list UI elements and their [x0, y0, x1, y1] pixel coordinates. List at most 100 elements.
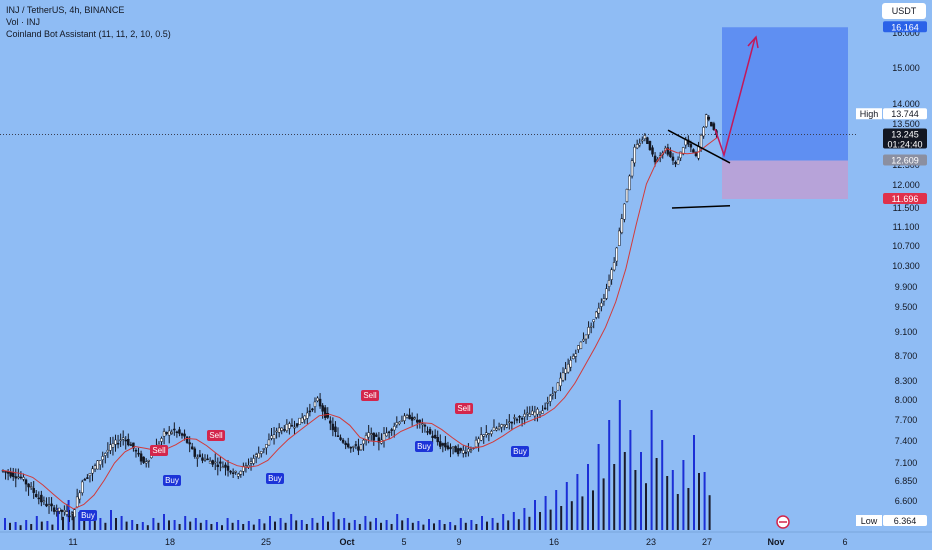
volume-bar: [189, 521, 192, 530]
moving-average-line: [1, 136, 719, 510]
candle-body: [369, 433, 373, 435]
candle-body: [620, 218, 624, 233]
candle-body: [533, 411, 537, 417]
candle-body: [60, 509, 64, 513]
candle-body: [352, 446, 355, 448]
x-tick-label: 16: [549, 537, 559, 547]
candle-body: [602, 298, 606, 302]
candle-body: [91, 468, 94, 474]
candle-body: [116, 442, 120, 445]
candle-body: [137, 452, 140, 455]
candle-body: [536, 408, 539, 415]
volume-bar: [62, 516, 64, 530]
candle-body: [45, 503, 48, 507]
candle-body: [336, 435, 340, 437]
volume-bar: [428, 519, 430, 530]
candle-body: [346, 443, 350, 448]
low-label-box: [856, 515, 882, 526]
candle-body: [462, 450, 465, 454]
volume-indicator-label[interactable]: Vol · INJ: [6, 17, 41, 27]
volume-bar: [417, 521, 420, 530]
candle-body: [162, 431, 166, 437]
volume-bar: [592, 490, 594, 530]
volume-bar: [19, 525, 22, 530]
volume-bar: [322, 516, 324, 530]
entry-price-tag: 12.609: [891, 156, 919, 166]
bot-indicator-label[interactable]: Coinland Bot Assistant (11, 11, 2, 10, 0…: [6, 29, 171, 39]
currency-button[interactable]: USDT: [882, 3, 926, 19]
candle-body: [219, 461, 222, 464]
x-tick-label: 11: [68, 537, 77, 547]
candle-body: [288, 423, 291, 429]
candle-body: [431, 435, 434, 439]
symbol-title[interactable]: INJ / TetherUS, 4h, BINANCE: [6, 5, 125, 15]
candle-body: [490, 431, 493, 435]
candle-body: [436, 437, 439, 443]
candle-body: [283, 429, 286, 431]
candle-body: [119, 439, 122, 442]
candle-body: [185, 436, 189, 443]
candle-body: [610, 269, 613, 280]
y-tick-label: 12.000: [892, 180, 920, 190]
y-tick-label: 13.500: [892, 119, 920, 129]
candle-body: [357, 446, 360, 451]
candle-body: [73, 509, 76, 518]
volume-bar: [629, 430, 632, 530]
volume-bar: [279, 518, 282, 530]
candle-body: [612, 262, 616, 271]
volume-bar: [491, 518, 494, 530]
sell-signal: Sell: [455, 403, 473, 414]
volume-bar: [221, 525, 223, 530]
candle-body: [577, 345, 580, 350]
candle-body: [674, 162, 677, 165]
candle-body: [421, 423, 424, 426]
candle-body: [14, 476, 18, 479]
volume-bar: [295, 520, 298, 530]
volume-bar: [284, 522, 287, 530]
volume-bar: [30, 524, 33, 530]
y-tick-label: 8.700: [895, 351, 918, 361]
candle-body: [464, 452, 468, 454]
high-price-tag: 13.744: [891, 109, 919, 119]
candle-body: [40, 494, 43, 503]
signal-label: Sell: [457, 404, 471, 413]
current-price-tag-countdown: 01:24:40: [887, 139, 922, 149]
candle-body: [597, 307, 601, 314]
candle-body: [167, 430, 171, 436]
candle-body: [554, 391, 557, 393]
candle-body: [331, 423, 335, 431]
candle-body: [213, 461, 217, 464]
high-label-box: [856, 108, 882, 120]
pennant-upper-line: [667, 129, 731, 164]
candle-body: [196, 457, 199, 459]
candle-body: [160, 438, 163, 442]
candle-body: [318, 398, 322, 407]
candle-body: [124, 439, 127, 442]
volume-bar: [88, 514, 91, 530]
volume-bar: [549, 509, 552, 530]
volume-bar: [332, 512, 335, 530]
candle-body: [109, 444, 112, 451]
candle-body: [24, 479, 28, 485]
volume-bar: [411, 522, 414, 530]
volume-bar: [136, 524, 139, 530]
projection-arrowhead: [747, 35, 759, 49]
volume-bar: [35, 516, 38, 530]
candle-body: [372, 432, 376, 441]
volume-bar: [290, 514, 293, 530]
candle-body: [556, 382, 560, 391]
candle-body: [479, 434, 483, 441]
volume-bar: [587, 464, 589, 530]
volume-bar: [115, 518, 117, 530]
y-tick-label: 16.000: [892, 28, 920, 38]
volume-bar: [369, 521, 372, 530]
candle-body: [267, 439, 271, 446]
candle-body: [653, 155, 657, 163]
candle-body: [692, 149, 695, 153]
candle-body: [254, 454, 258, 458]
volume-bar: [242, 524, 245, 530]
volume-bar: [618, 400, 621, 530]
candle-body: [548, 395, 552, 402]
volume-bar: [173, 520, 176, 530]
